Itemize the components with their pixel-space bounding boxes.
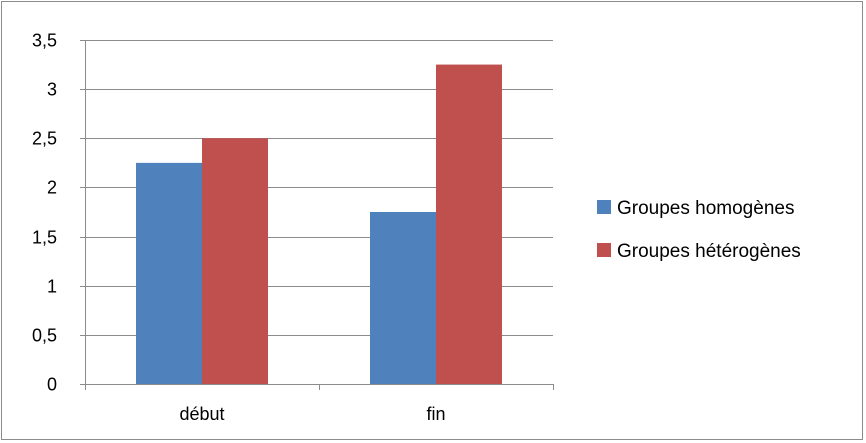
y-tick-label: 1,5 bbox=[32, 228, 57, 248]
y-tick-label: 0 bbox=[47, 375, 57, 395]
legend-swatch bbox=[597, 243, 611, 257]
y-tick-label: 1 bbox=[47, 277, 57, 297]
legend-label: Groupes homogènes bbox=[617, 198, 794, 219]
y-tick-label: 3,5 bbox=[32, 31, 57, 51]
bar-homogenes-0 bbox=[136, 162, 202, 384]
bar-heterogenes-1 bbox=[436, 64, 502, 385]
bar-homogenes-1 bbox=[370, 212, 436, 384]
legend-swatch bbox=[597, 200, 611, 214]
x-tick-label: début bbox=[179, 404, 224, 424]
x-tick-label: fin bbox=[426, 404, 445, 424]
y-tick-label: 2 bbox=[47, 178, 57, 198]
y-tick-label: 3 bbox=[47, 80, 57, 100]
bar-heterogenes-0 bbox=[202, 138, 268, 384]
legend-label: Groupes hétérogènes bbox=[617, 241, 801, 262]
y-tick-label: 2,5 bbox=[32, 129, 57, 149]
y-tick-label: 0,5 bbox=[32, 326, 57, 346]
